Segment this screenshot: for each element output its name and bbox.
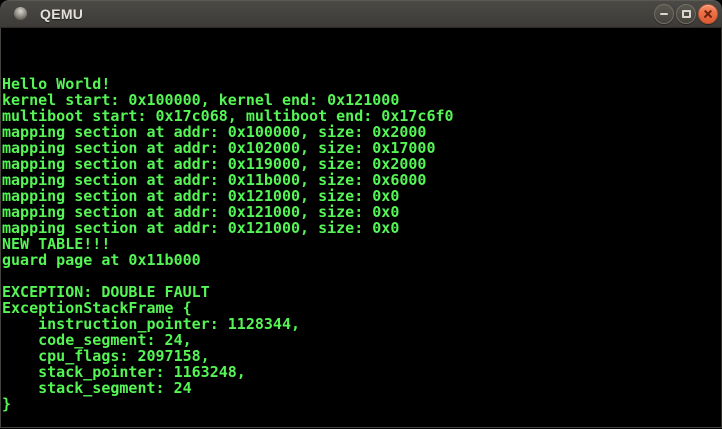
terminal-line: NEW TABLE!!! — [2, 235, 111, 253]
terminal-line: instruction_pointer: 1128344, — [2, 315, 301, 333]
window-controls — [654, 3, 722, 24]
terminal-line: mapping section at addr: 0x121000, size:… — [2, 187, 400, 205]
terminal-line — [1, 60, 721, 76]
terminal-line: mapping section at addr: 0x102000, size:… — [2, 139, 436, 157]
maximize-icon — [681, 9, 691, 18]
terminal-line — [1, 44, 721, 60]
maximize-button[interactable] — [676, 3, 696, 24]
terminal-line: cpu_flags: 2097158, — [2, 347, 210, 365]
terminal-line: mapping section at addr: 0x11b000, size:… — [2, 171, 427, 189]
terminal-line: stack_pointer: 1163248, — [2, 363, 246, 381]
terminal-line: EXCEPTION: DOUBLE FAULT — [2, 283, 210, 301]
terminal-line: mapping section at addr: 0x100000, size:… — [2, 123, 427, 141]
terminal-line: stack_segment: 24 — [2, 379, 192, 397]
minimize-icon — [660, 12, 668, 15]
terminal-line: mapping section at addr: 0x119000, size:… — [2, 155, 427, 173]
qemu-window-icon — [14, 7, 27, 20]
terminal-line — [1, 28, 721, 44]
titlebar[interactable]: QEMU — [0, 0, 722, 28]
terminal-line: multiboot start: 0x17c068, multiboot end… — [2, 107, 454, 125]
close-button[interactable] — [698, 3, 718, 24]
terminal-display[interactable]: Hello World! kernel start: 0x100000, kern… — [0, 28, 722, 428]
window-title: QEMU — [40, 5, 84, 22]
terminal-line: guard page at 0x11b000 — [2, 251, 201, 269]
terminal-line — [1, 412, 721, 427]
terminal-line: code_segment: 24, — [2, 331, 192, 349]
terminal-line: mapping section at addr: 0x121000, size:… — [2, 219, 400, 237]
terminal-line — [1, 268, 721, 284]
terminal-line: mapping section at addr: 0x121000, size:… — [2, 203, 400, 221]
terminal-line: kernel start: 0x100000, kernel end: 0x12… — [2, 91, 400, 109]
terminal-line: } — [2, 395, 12, 413]
minimize-button[interactable] — [654, 3, 674, 24]
terminal-line: ExceptionStackFrame { — [2, 299, 192, 317]
close-icon — [703, 9, 713, 19]
terminal-line: Hello World! — [2, 75, 111, 93]
